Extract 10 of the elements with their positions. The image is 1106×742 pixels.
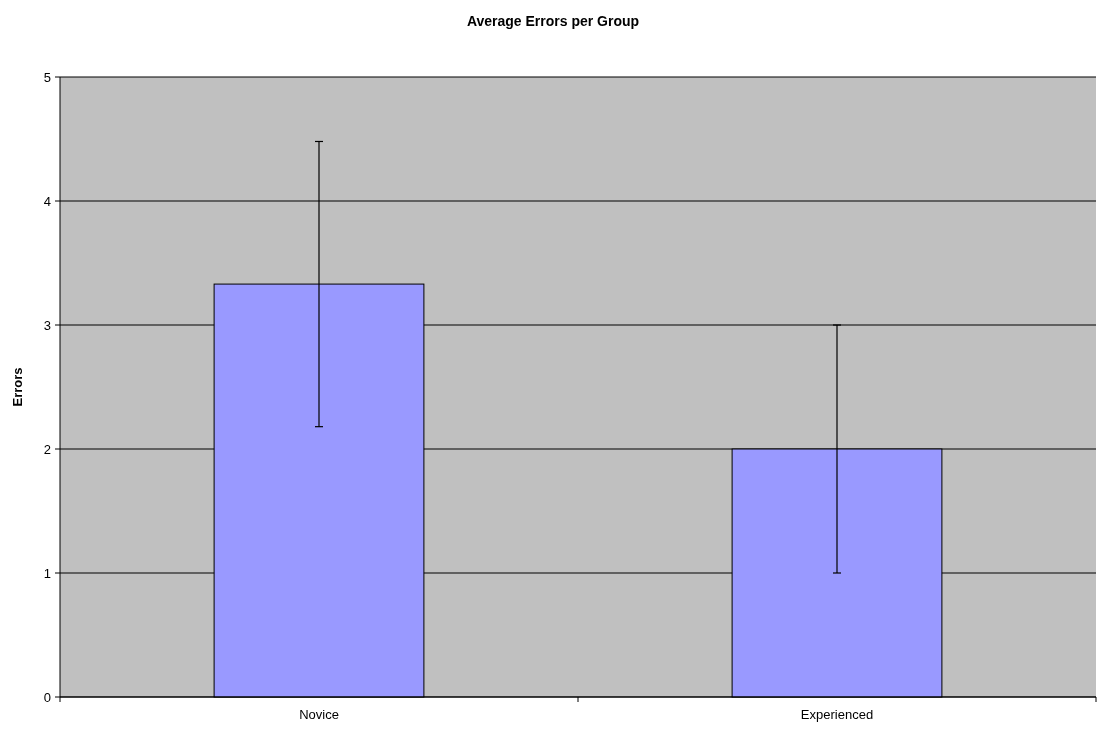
x-tick-label: Novice: [299, 707, 339, 722]
chart-title: Average Errors per Group: [466, 13, 640, 29]
y-tick-label: 1: [43, 565, 51, 581]
y-axis-title: Errors: [10, 367, 25, 407]
y-tick-label: 3: [43, 317, 51, 333]
y-tick-label: 0: [43, 689, 51, 705]
y-tick-label: 4: [43, 193, 51, 209]
y-tick-label: 2: [43, 441, 51, 457]
x-tick-label: Experienced: [800, 707, 874, 722]
y-tick-label: 5: [43, 69, 51, 85]
